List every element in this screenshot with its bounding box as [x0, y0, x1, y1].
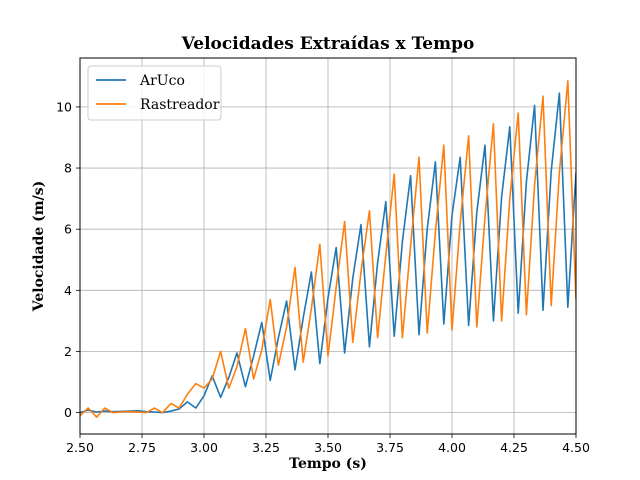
x-tick-label: 4.25 [500, 440, 528, 455]
y-tick-label: 10 [56, 99, 72, 114]
legend-label-rastreador: Rastreador [140, 97, 220, 113]
x-axis-ticks: 2.50 2.75 3.00 3.25 3.50 3.75 4.00 4.25 4.50 [66, 434, 590, 455]
y-tick-label: 8 [64, 161, 72, 176]
y-axis-label: Velocidade (m/s) [31, 181, 47, 312]
series-lines [80, 80, 576, 418]
x-tick-label: 3.75 [376, 440, 404, 455]
series-line-rastreador [80, 80, 576, 418]
x-tick-label: 3.25 [252, 440, 280, 455]
x-tick-label: 3.00 [190, 440, 218, 455]
y-tick-label: 0 [64, 405, 72, 420]
x-tick-label: 2.50 [66, 440, 94, 455]
legend: ArUco Rastreador [87, 65, 222, 121]
legend-label-aruco: ArUco [139, 73, 185, 89]
x-tick-label: 4.50 [562, 440, 590, 455]
chart-title: Velocidades Extraídas x Tempo [181, 34, 475, 54]
y-tick-label: 2 [64, 344, 72, 359]
x-tick-label: 2.75 [128, 440, 156, 455]
x-tick-label: 4.00 [438, 440, 466, 455]
y-tick-label: 4 [64, 283, 72, 298]
x-tick-label: 3.50 [314, 440, 342, 455]
x-axis-label: Tempo (s) [289, 456, 367, 472]
y-axis-ticks: 0 2 4 6 8 10 [56, 99, 80, 420]
y-tick-label: 6 [64, 222, 72, 237]
